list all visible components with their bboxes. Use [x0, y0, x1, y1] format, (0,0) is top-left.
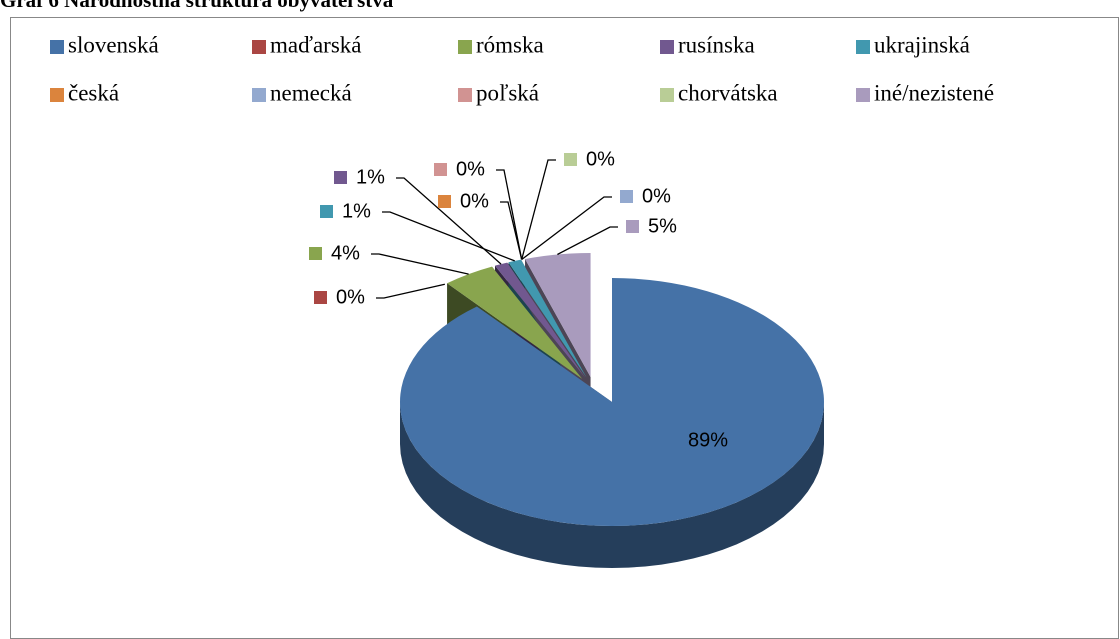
leader-line — [521, 159, 556, 260]
label-swatch — [564, 153, 577, 166]
legend-label: chorvátska — [678, 80, 778, 105]
legend-swatch — [50, 88, 64, 102]
leader-line — [500, 201, 523, 260]
legend-label: ukrajinská — [874, 32, 970, 57]
data-label: 4% — [331, 242, 360, 264]
leader-line — [371, 253, 469, 275]
data-label: 1% — [356, 166, 385, 188]
leader-line — [382, 211, 515, 262]
leader-line — [376, 283, 445, 299]
data-label: 0% — [456, 158, 485, 180]
legend-swatch — [660, 88, 674, 102]
pie-slice — [494, 262, 586, 378]
data-label: 5% — [648, 215, 677, 237]
legend-label: rómska — [476, 32, 544, 57]
leader-line — [496, 169, 523, 260]
legend-label: slovenská — [68, 32, 159, 57]
leader-line — [396, 177, 502, 265]
pie-tops — [400, 252, 824, 527]
legend-swatch — [458, 88, 472, 102]
legend-label: poľská — [476, 80, 539, 105]
chart-title: Graf 6 Národnostná štruktúra obyvateľstv… — [0, 0, 394, 12]
legend-label: česká — [68, 80, 119, 105]
label-swatch — [438, 195, 451, 208]
legend-label: maďarská — [270, 32, 362, 57]
pie-slice — [508, 259, 587, 378]
label-swatch — [309, 247, 322, 260]
label-swatch — [314, 291, 327, 304]
legend-swatch — [660, 40, 674, 54]
pie-slice — [525, 252, 591, 377]
pie-slice — [447, 266, 583, 379]
legend-swatch — [856, 88, 870, 102]
legend-swatch — [252, 40, 266, 54]
pie-slice — [400, 278, 824, 527]
data-label: 0% — [586, 148, 615, 170]
label-swatch — [320, 205, 333, 218]
legend-swatch — [458, 40, 472, 54]
legend-swatch — [856, 40, 870, 54]
legend-label: iné/nezistené — [874, 80, 994, 105]
leader-line — [557, 226, 618, 256]
legend-swatch — [252, 88, 266, 102]
data-label: 0% — [642, 185, 671, 207]
data-label: 89% — [688, 429, 728, 451]
slice-side — [400, 402, 824, 568]
label-swatch — [620, 190, 633, 203]
legend-label: rusínska — [678, 32, 755, 57]
data-label: 0% — [460, 190, 489, 212]
legend-swatch — [50, 40, 64, 54]
label-swatch — [434, 163, 447, 176]
legend-label: nemecká — [270, 80, 352, 105]
data-label: 0% — [336, 286, 365, 308]
label-swatch — [334, 171, 347, 184]
data-label: 1% — [342, 200, 371, 222]
leader-line — [521, 196, 612, 261]
label-swatch — [626, 220, 639, 233]
